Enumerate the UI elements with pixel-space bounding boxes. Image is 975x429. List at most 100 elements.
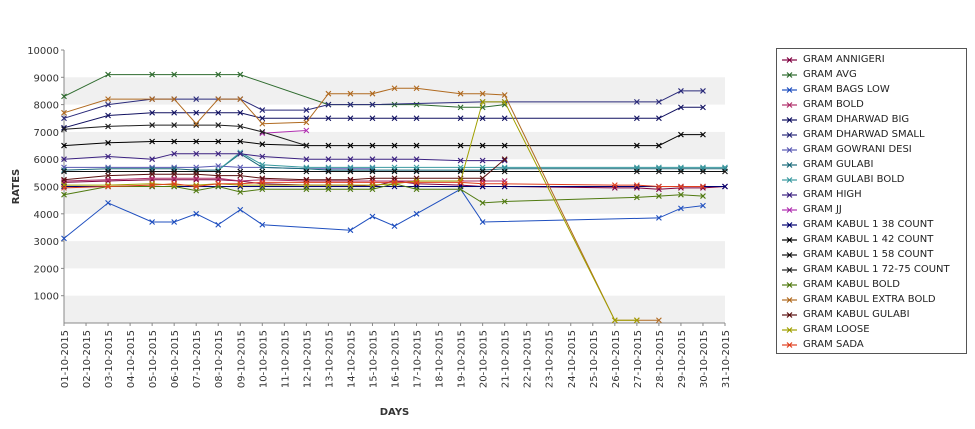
legend-item-gram-kabul-1-38-count: GRAM KABUL 1 38 COUNT: [777, 217, 933, 232]
data-point: [611, 182, 618, 189]
data-point: [369, 115, 376, 122]
data-point: [105, 101, 111, 108]
series-line-gram-jj: [262, 130, 307, 134]
data-point: [325, 142, 332, 149]
data-point: [413, 85, 420, 92]
data-point: [347, 142, 354, 149]
data-point: [259, 120, 266, 127]
data-point: [61, 176, 67, 183]
data-point: [193, 210, 200, 217]
data-point: [479, 219, 486, 225]
legend-swatch: [782, 116, 797, 123]
legend-label: GRAM GULABI BOLD: [803, 174, 905, 185]
data-point: [259, 161, 266, 168]
data-point: [678, 104, 684, 111]
data-point: [171, 109, 178, 116]
legend-swatch: [782, 311, 797, 318]
data-point: [391, 223, 398, 229]
x-tick-label: 13-10-2015: [324, 330, 335, 388]
data-point: [457, 142, 464, 149]
data-point: [479, 180, 486, 187]
legend-label: GRAM LOOSE: [803, 324, 870, 335]
data-point: [325, 90, 332, 97]
data-point: [237, 172, 244, 179]
data-point: [391, 142, 398, 149]
data-point: [369, 156, 376, 163]
x-tick-label: 24-10-2015: [567, 330, 578, 388]
data-point: [347, 156, 354, 163]
series-line-gram-gulabi: [63, 153, 725, 171]
data-point: [105, 71, 111, 78]
legend-item-gram-bold: GRAM BOLD: [777, 97, 864, 112]
data-point: [700, 202, 706, 209]
data-point: [237, 206, 244, 213]
legend-swatch: [782, 251, 797, 258]
x-tick-label: 09-10-2015: [236, 330, 247, 388]
data-point: [656, 215, 662, 221]
data-point: [325, 101, 332, 108]
data-point: [325, 179, 332, 186]
legend-label: GRAM BAGS LOW: [803, 84, 890, 95]
legend-label: GRAM BOLD: [803, 99, 864, 110]
data-point: [171, 122, 178, 128]
legend-label: GRAM JJ: [803, 204, 842, 215]
legend-label: GRAM KABUL EXTRA BOLD: [803, 294, 936, 305]
data-point: [413, 186, 420, 193]
legend-label: GRAM DHARWAD BIG: [803, 114, 910, 125]
series-gram-kabul-gulabi: [61, 156, 508, 183]
legend-swatch: [782, 206, 797, 213]
data-point: [149, 96, 156, 103]
data-point: [391, 168, 398, 175]
data-point: [193, 171, 200, 178]
y-tick-label: 3000: [34, 237, 59, 248]
legend: GRAM ANNIGERI GRAM AVG GRAM BAGS LOW GRAM B…: [776, 48, 967, 354]
legend-item-gram-kabul-1-72-75-count: GRAM KABUL 1 72-75 COUNT: [777, 262, 950, 277]
data-point: [369, 101, 376, 108]
data-point: [105, 183, 111, 190]
data-point: [656, 317, 662, 324]
data-point: [215, 96, 222, 103]
data-point: [325, 168, 332, 175]
grid-band: [64, 186, 725, 214]
data-point: [413, 179, 420, 186]
legend-swatch: [782, 131, 797, 138]
legend-item-gram-gulabi-bold: GRAM GULABI BOLD: [777, 172, 904, 187]
y-tick-label: 6000: [34, 155, 59, 166]
legend-label: GRAM KABUL GULABI: [803, 309, 910, 320]
data-point: [501, 98, 508, 105]
x-tick-label: 05-10-2015: [148, 330, 159, 388]
data-point: [501, 142, 508, 149]
legend-item-gram-sada: GRAM SADA: [777, 337, 864, 352]
legend-label: GRAM AVG: [803, 69, 857, 80]
data-point: [391, 115, 398, 122]
data-point: [700, 183, 706, 190]
data-point: [215, 109, 222, 116]
data-point: [193, 182, 200, 189]
x-tick-label: 26-10-2015: [611, 330, 622, 388]
legend-swatch: [782, 266, 797, 273]
series-gram-dharwad-big: [61, 104, 706, 131]
data-point: [479, 90, 486, 97]
legend-item-gram-kabul-gulabi: GRAM KABUL GULABI: [777, 307, 910, 322]
data-point: [237, 138, 244, 145]
data-point: [457, 115, 464, 122]
data-point: [171, 71, 178, 78]
legend-swatch: [782, 221, 797, 228]
data-point: [215, 172, 222, 179]
legend-label: GRAM KABUL 1 72-75 COUNT: [803, 264, 950, 275]
series-line-gram-kabul-extra-bold: [63, 87, 659, 321]
data-point: [633, 182, 640, 189]
data-point: [237, 123, 244, 130]
data-point: [457, 157, 464, 164]
data-point: [501, 180, 508, 187]
data-point: [413, 168, 420, 175]
data-point: [193, 150, 200, 157]
x-axis: 01-10-2015 02-10-2015 03-10-2015 04-10-2015…: [60, 322, 732, 388]
data-point: [61, 115, 67, 122]
data-point: [149, 109, 156, 116]
legend-item-gram-kabul-bold: GRAM KABUL BOLD: [777, 277, 900, 292]
data-point: [105, 199, 111, 206]
data-point: [259, 129, 266, 135]
data-point: [149, 71, 156, 78]
legend-label: GRAM KABUL BOLD: [803, 279, 900, 290]
